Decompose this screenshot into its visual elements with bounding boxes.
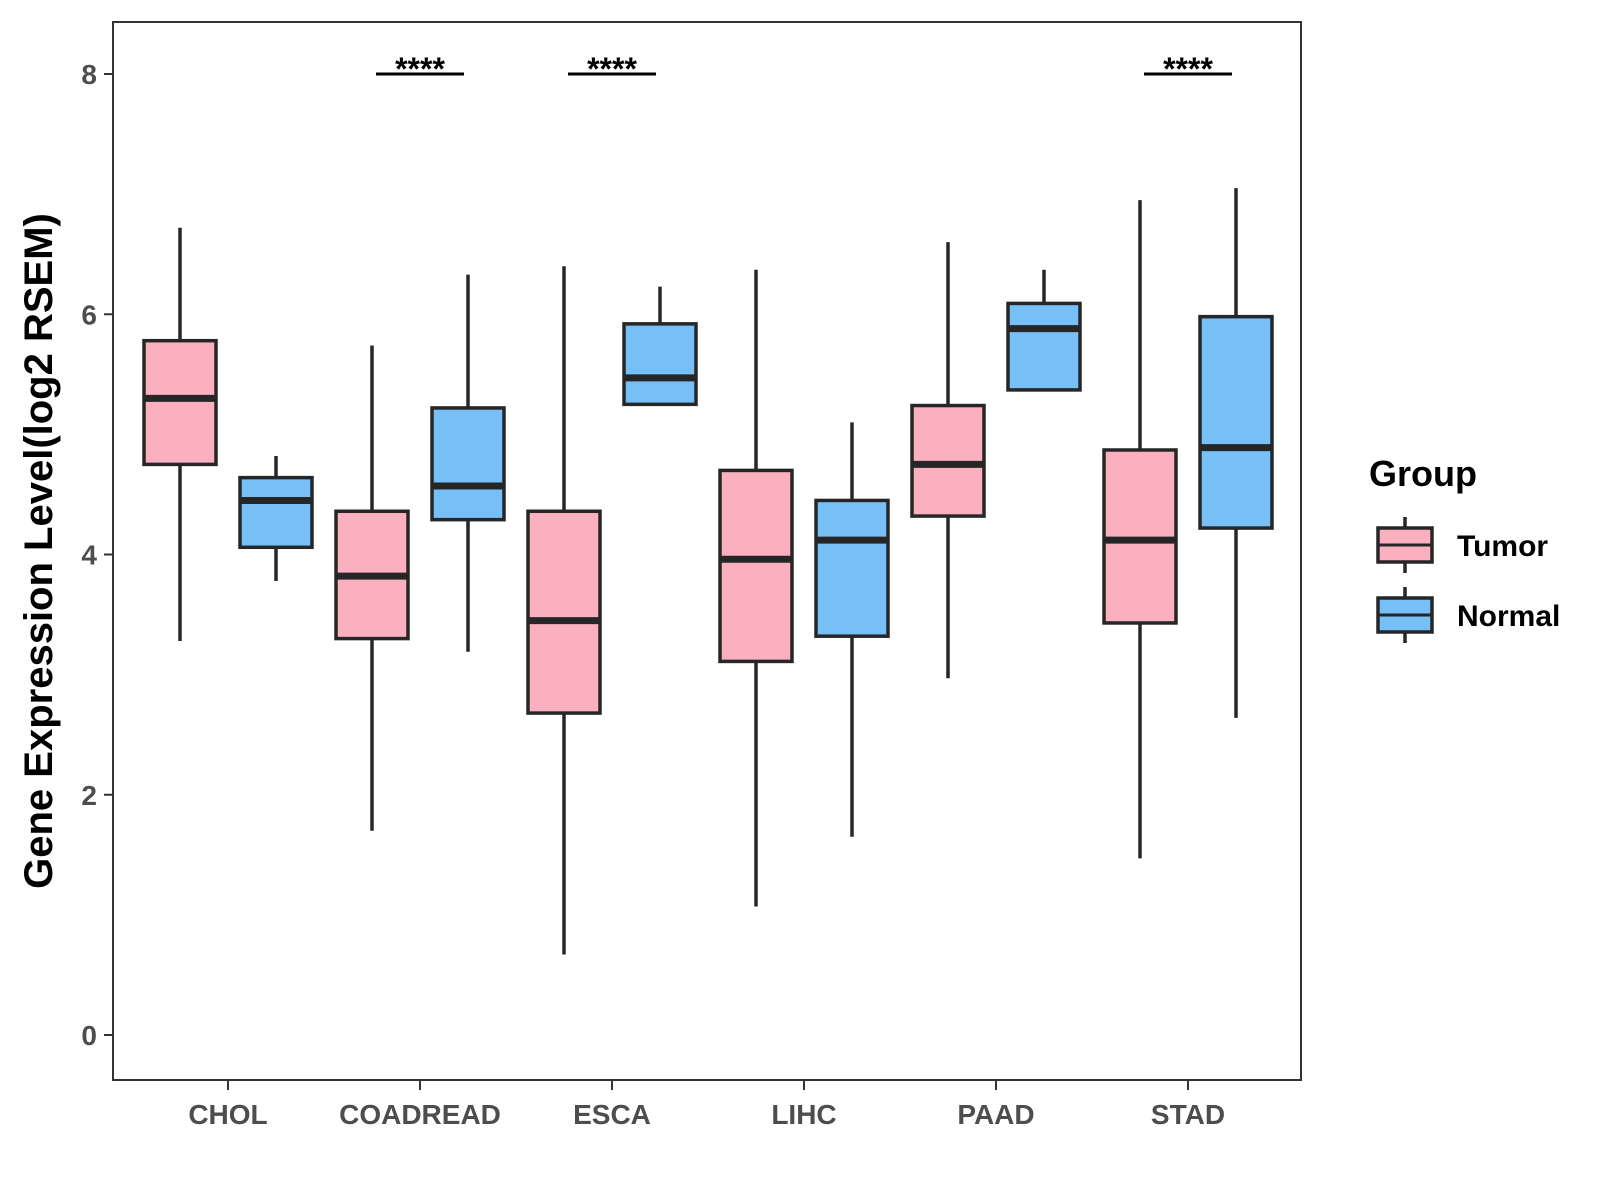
box-layer (142, 188, 1274, 955)
box-body (1198, 314, 1274, 530)
box-tumor-coadread (334, 345, 410, 831)
y-axis-title: Gene Expression Level(log2 RSEM) (17, 213, 61, 889)
x-tick-label: CHOL (188, 1099, 267, 1130)
box-normal-chol (238, 455, 314, 581)
box-tumor-stad (1102, 200, 1178, 859)
legend: Group Tumor Normal (1369, 453, 1560, 643)
x-tick-label: PAAD (957, 1099, 1034, 1130)
box-body (238, 475, 314, 550)
x-tick-label: LIHC (771, 1099, 836, 1130)
y-tick-label: 2 (81, 780, 97, 811)
significance-label: **** (395, 51, 445, 87)
box-tumor-lihc (718, 269, 794, 907)
x-axis: CHOL COADREAD ESCA LIHC PAAD STAD (188, 1080, 1225, 1130)
box-tumor-chol (142, 227, 218, 641)
y-tick-label: 8 (81, 59, 97, 90)
legend-label: Tumor (1457, 530, 1548, 563)
box-body (622, 322, 698, 407)
significance-label: **** (1163, 51, 1213, 87)
y-tick-label: 0 (81, 1020, 97, 1051)
box-normal-paad (1006, 269, 1082, 392)
box-body (430, 406, 506, 522)
box-body (910, 403, 986, 518)
box-body (1102, 448, 1178, 625)
legend-title: Group (1369, 453, 1477, 494)
legend-label: Normal (1457, 600, 1560, 633)
box-tumor-esca (526, 266, 602, 955)
legend-item-tumor: Tumor (1376, 517, 1548, 573)
box-body (1006, 301, 1082, 392)
x-tick-label: COADREAD (339, 1099, 501, 1130)
y-tick-label: 6 (81, 299, 97, 330)
box-normal-stad (1198, 188, 1274, 718)
box-normal-esca (622, 286, 698, 407)
box-body (526, 509, 602, 715)
box-normal-lihc (814, 422, 890, 837)
box-body (142, 338, 218, 467)
x-tick-label: ESCA (573, 1099, 651, 1130)
significance-layer: **** **** **** (376, 51, 1232, 87)
y-axis: 0 2 4 6 8 (81, 59, 113, 1051)
box-normal-coadread (430, 274, 506, 652)
significance-label: **** (587, 51, 637, 87)
box-body (718, 468, 794, 664)
y-tick-label: 4 (81, 540, 97, 571)
box-tumor-paad (910, 242, 986, 679)
legend-item-normal: Normal (1376, 587, 1560, 643)
box-body (814, 498, 890, 638)
x-tick-label: STAD (1151, 1099, 1225, 1130)
